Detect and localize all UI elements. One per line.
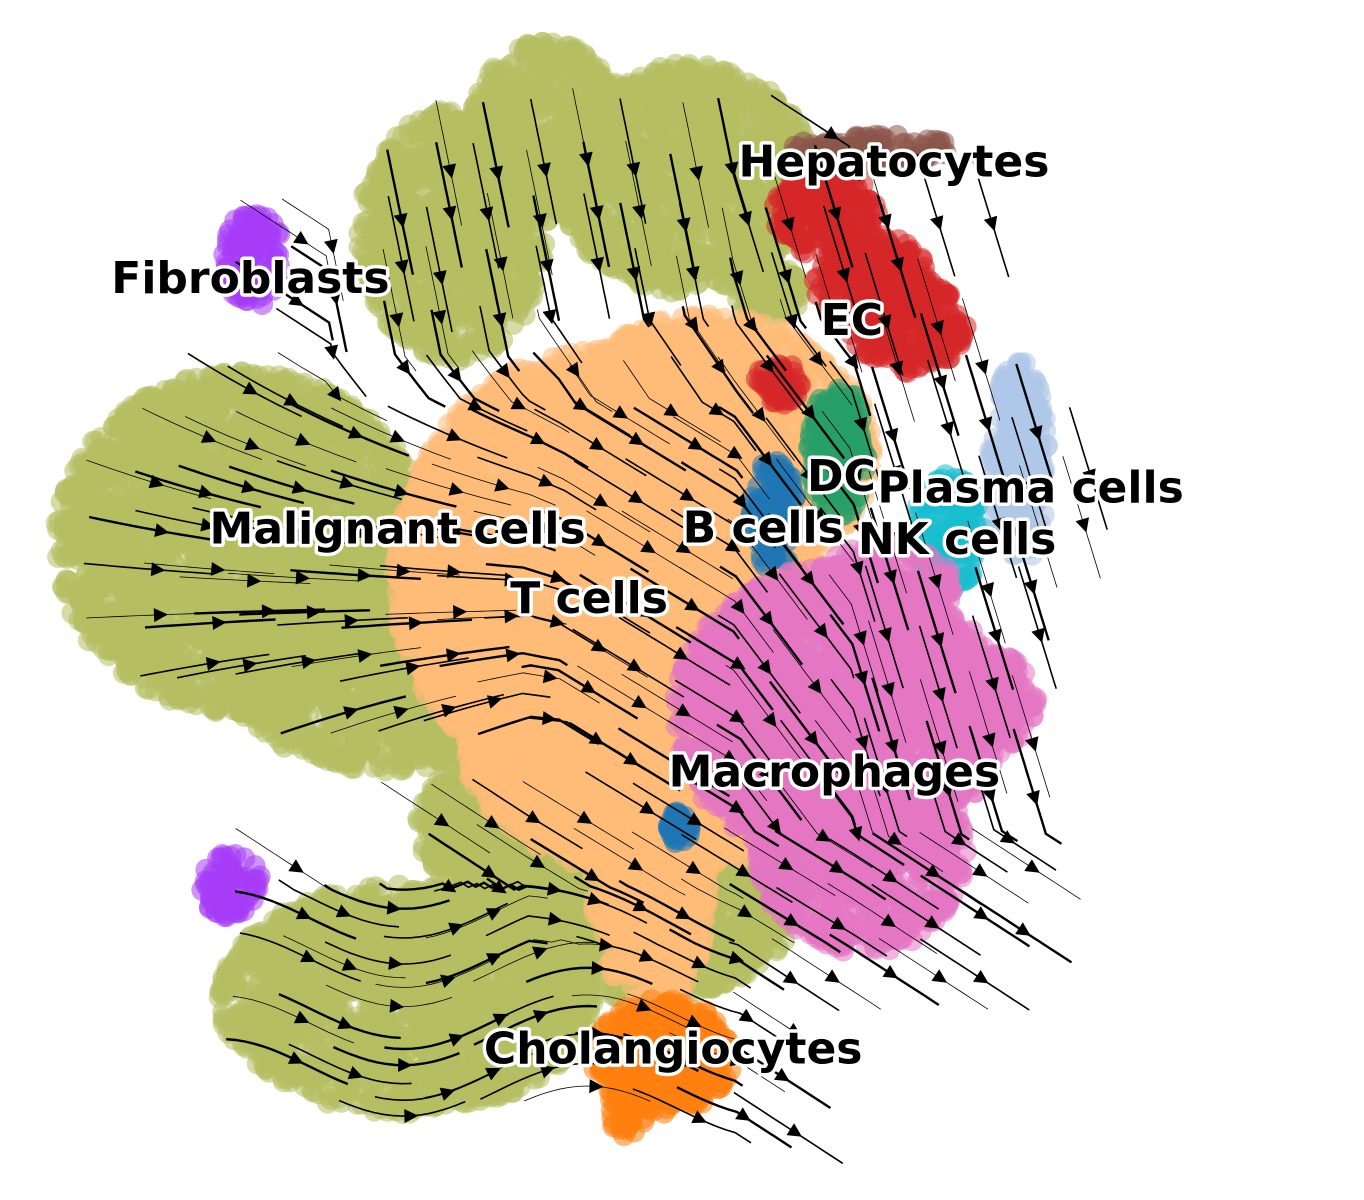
cell-point xyxy=(414,328,436,350)
cell-point xyxy=(247,869,269,891)
cell-point xyxy=(51,491,73,513)
cell-point xyxy=(646,117,668,139)
cell-point xyxy=(154,380,176,402)
cell-point xyxy=(733,86,755,108)
cell-point xyxy=(383,318,405,340)
cell-point xyxy=(635,140,657,162)
cell-point xyxy=(612,192,634,214)
cell-point xyxy=(219,220,241,242)
cell-point xyxy=(113,662,135,684)
cell-point xyxy=(195,859,217,881)
cell-point xyxy=(165,400,187,422)
cell-point xyxy=(467,124,489,146)
cell-point xyxy=(109,412,131,434)
cell-point xyxy=(410,168,432,190)
cell-point xyxy=(691,75,713,97)
cell-point xyxy=(656,181,678,203)
cell-point xyxy=(554,152,576,174)
cell-point xyxy=(709,203,731,225)
cell-point xyxy=(409,290,431,312)
cell-point xyxy=(610,258,632,280)
cell-point xyxy=(162,421,184,443)
cell-point xyxy=(724,67,746,89)
cell-point xyxy=(526,174,548,196)
cell-point xyxy=(523,90,545,112)
cell-point xyxy=(704,128,726,150)
cell-point xyxy=(453,308,475,330)
cell-point xyxy=(366,219,388,241)
cell-point xyxy=(604,73,626,95)
cell-point xyxy=(58,571,80,593)
cell-point xyxy=(674,122,696,144)
cell-point xyxy=(409,130,431,152)
cell-point xyxy=(653,64,675,86)
cell-point xyxy=(698,233,720,255)
cell-point xyxy=(637,85,659,107)
cell-point xyxy=(485,60,507,82)
cell-point xyxy=(215,882,237,904)
cell-point xyxy=(561,196,583,218)
cell-point xyxy=(86,485,108,507)
cell-point xyxy=(649,237,671,259)
cell-point xyxy=(591,109,613,131)
cell-point xyxy=(575,46,597,68)
cell-point xyxy=(134,393,156,415)
cell-point xyxy=(539,41,561,63)
cell-point xyxy=(158,449,180,471)
cell-point xyxy=(283,412,305,434)
cell-point xyxy=(587,90,609,112)
